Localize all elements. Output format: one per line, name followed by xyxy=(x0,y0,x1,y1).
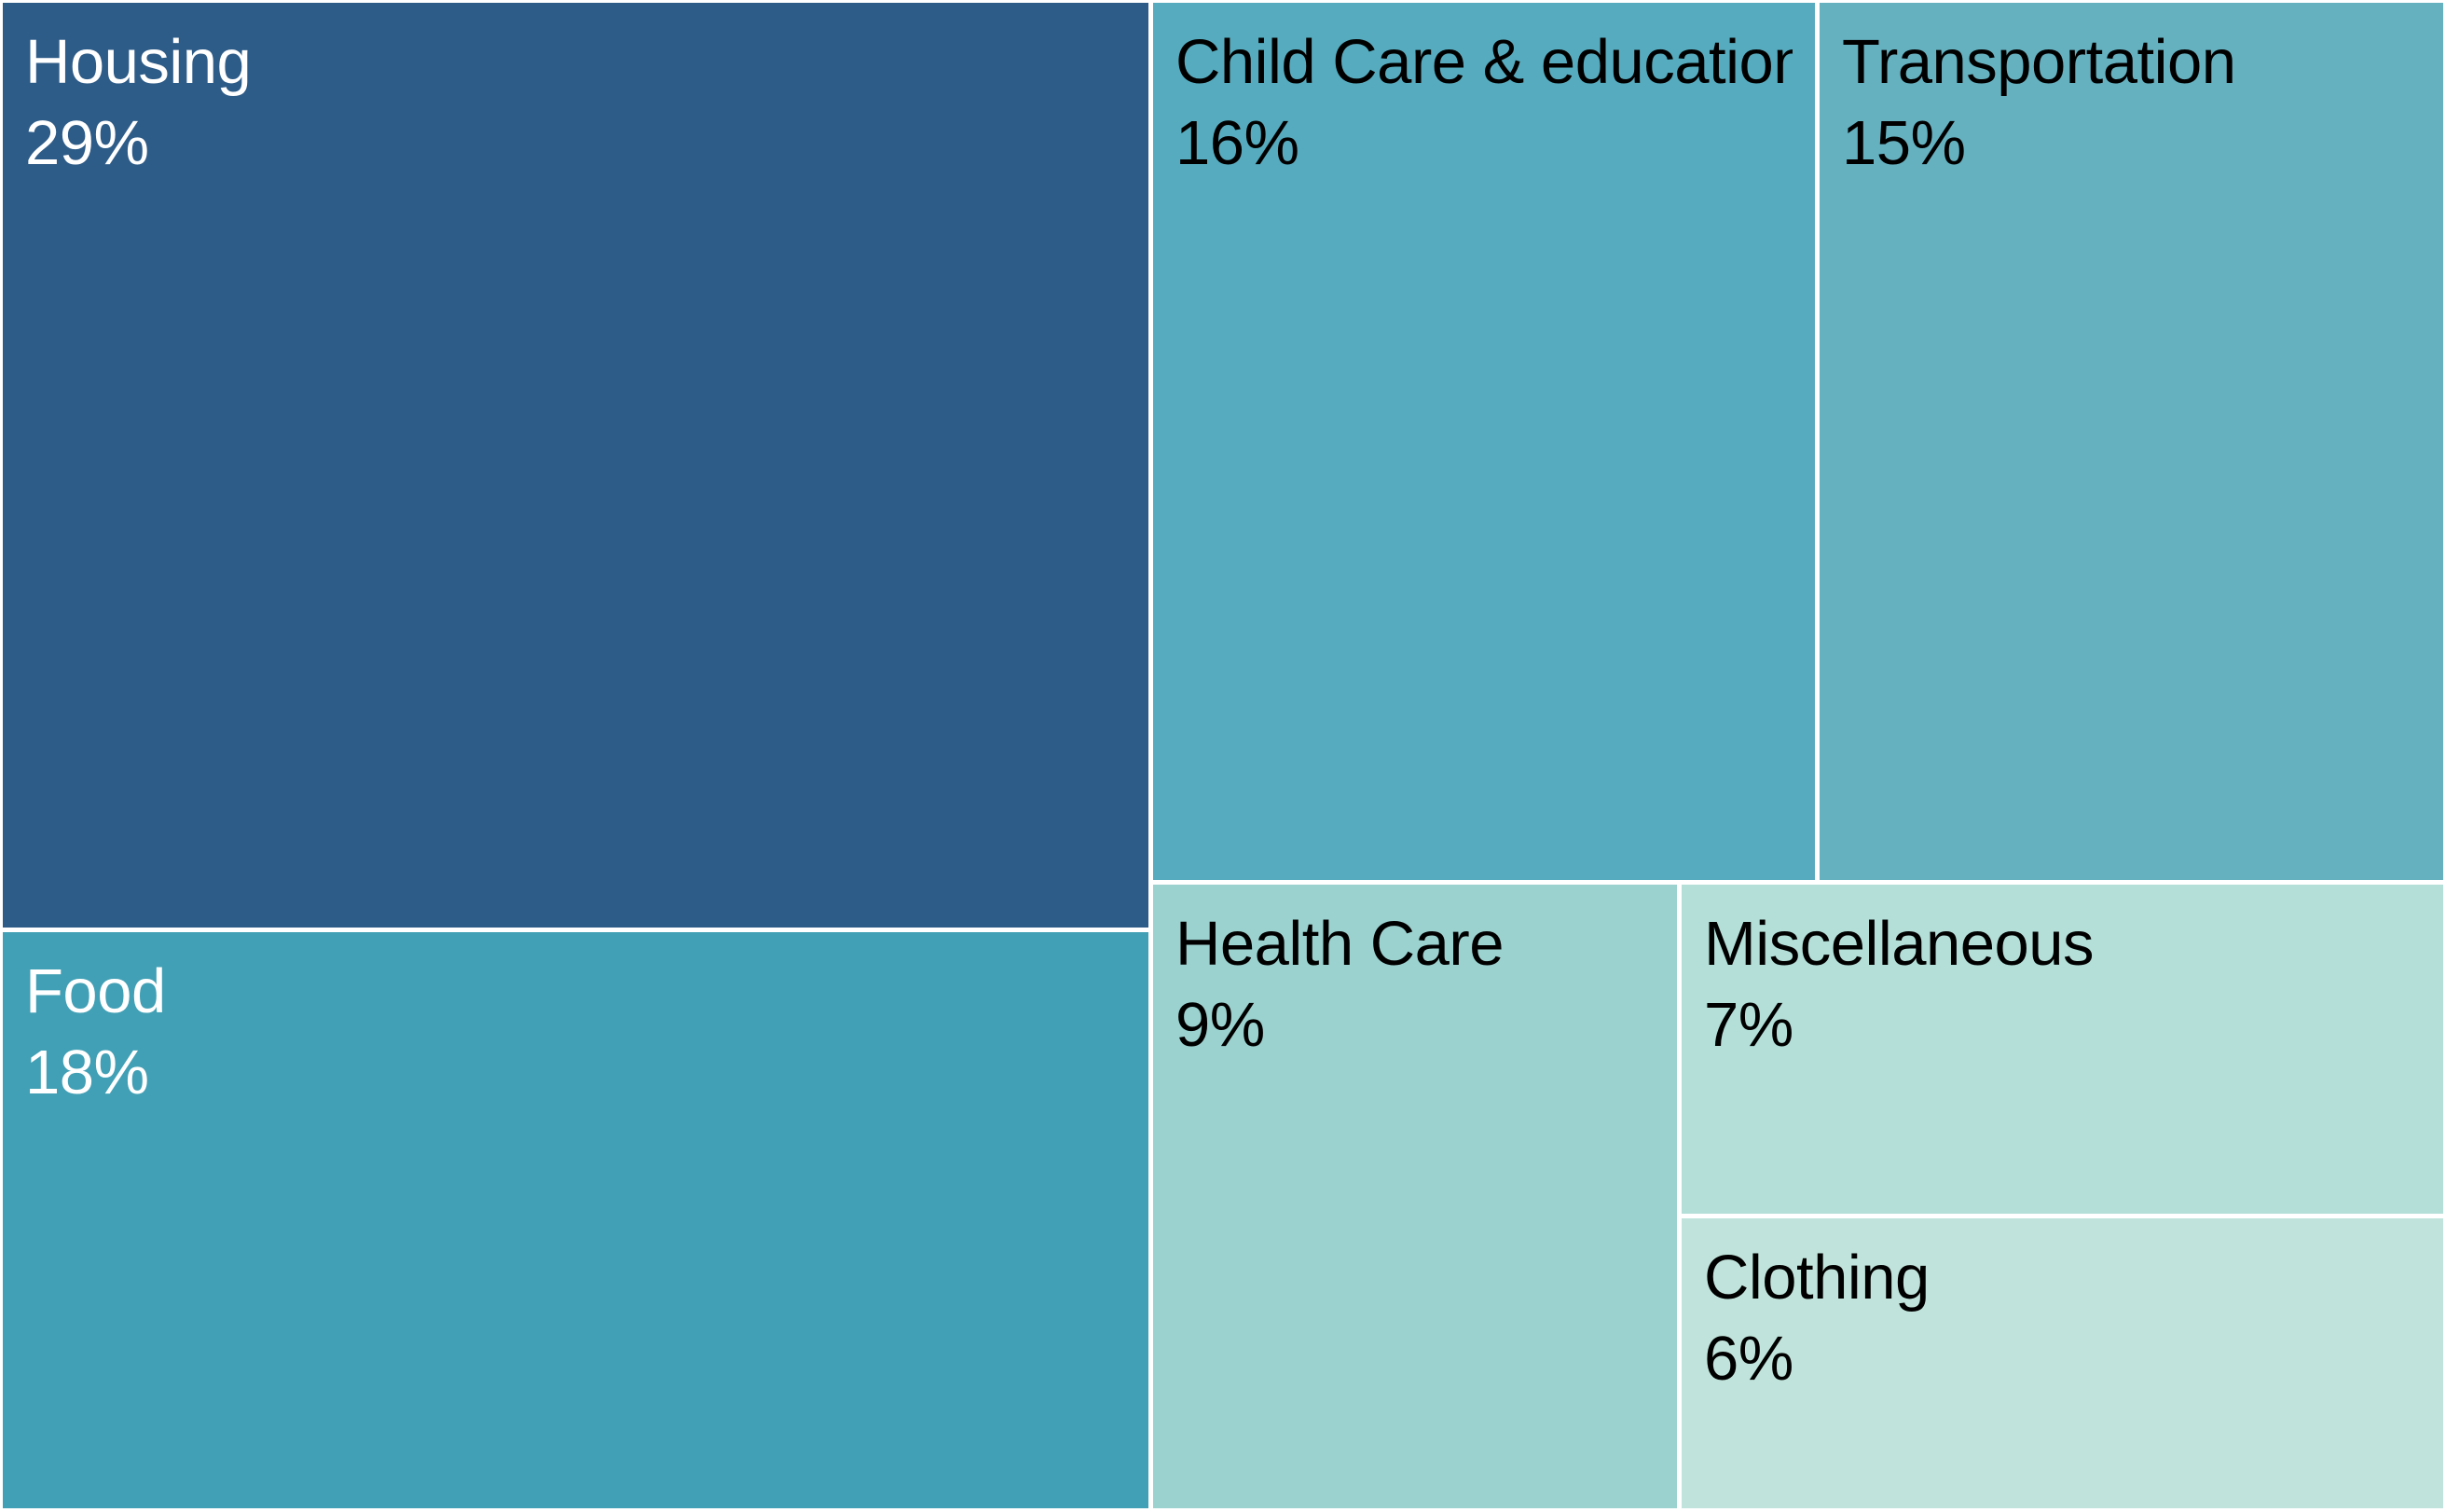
tile-percent: 29% xyxy=(25,108,149,178)
treemap-tile-clothing[interactable]: Clothing 6% xyxy=(1682,1218,2443,1508)
tile-label: Housing xyxy=(25,27,252,97)
tile-label: Transportation xyxy=(1842,27,2236,97)
treemap-tile-miscellaneous[interactable]: Miscellaneous 7% xyxy=(1682,885,2443,1214)
tile-label: Health Care xyxy=(1175,909,1505,979)
treemap-tile-food[interactable]: Food 18% xyxy=(3,932,1148,1508)
tile-percent: 16% xyxy=(1175,108,1299,178)
tile-percent: 9% xyxy=(1175,990,1265,1060)
tile-label: Food xyxy=(25,956,166,1026)
tile-label: Clothing xyxy=(1704,1243,1930,1313)
treemap-tile-housing[interactable]: Housing 29% xyxy=(3,3,1148,928)
tile-label: Child Care & education xyxy=(1175,27,1793,97)
treemap-tile-transportation[interactable]: Transportation 15% xyxy=(1820,3,2443,880)
treemap-tile-child-care-education[interactable]: Child Care & education 16% xyxy=(1153,3,1815,880)
tile-label: Miscellaneous xyxy=(1704,909,2095,979)
tile-percent: 7% xyxy=(1704,990,1793,1060)
tile-percent: 6% xyxy=(1704,1324,1793,1394)
tile-percent: 18% xyxy=(25,1038,149,1107)
treemap-tile-health-care[interactable]: Health Care 9% xyxy=(1153,885,1677,1508)
tile-percent: 15% xyxy=(1842,108,1966,178)
